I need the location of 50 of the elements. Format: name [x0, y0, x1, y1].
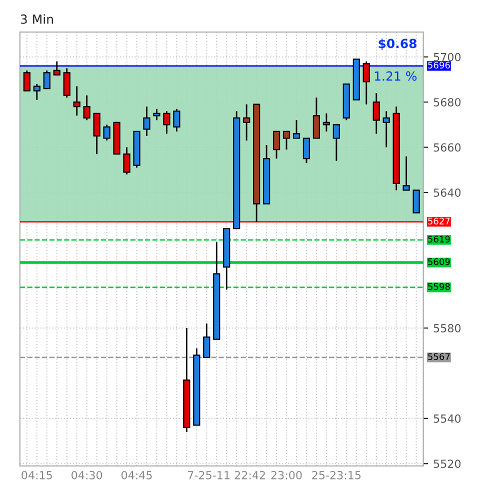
- candlestick: [203, 322, 210, 358]
- candlestick: [412, 190, 420, 214]
- x-tick-label: 04:45: [121, 470, 152, 480]
- candlestick: [243, 104, 250, 142]
- candlestick: [143, 106, 150, 137]
- ref-line-label: 5609: [428, 258, 450, 266]
- candlestick: [103, 124, 110, 142]
- candlestick: [43, 70, 50, 90]
- candlestick: [362, 60, 370, 106]
- candlestick: [282, 130, 290, 150]
- x-tick-label: 7-25-11 22:42: [188, 470, 265, 480]
- candlestick: [153, 108, 160, 121]
- candlestick: [292, 119, 300, 139]
- ref-line-label: 5567: [428, 353, 450, 360]
- candlestick: [322, 112, 330, 132]
- ref-line-label: 5627: [428, 218, 450, 224]
- annotation: $0.68: [378, 38, 416, 50]
- candlestick: [332, 124, 340, 162]
- candlestick: [173, 108, 180, 132]
- x-tick-label: 23:00: [271, 470, 302, 480]
- y-tick-label: 5580: [434, 324, 461, 332]
- ref-line-label: 5619: [428, 236, 450, 243]
- x-tick-label: 04:15: [22, 470, 52, 480]
- candlestick: [302, 138, 310, 164]
- candlestick: [23, 70, 30, 92]
- candlestick: [123, 146, 130, 176]
- x-tick-label: 04:30: [72, 470, 102, 480]
- chart-title: 3 Min: [20, 14, 53, 24]
- y-tick-label: 5660: [434, 143, 461, 152]
- candlestick: [372, 92, 380, 134]
- candlestick: [93, 112, 100, 155]
- candlestick: [272, 130, 280, 160]
- candlestick: [33, 83, 40, 101]
- candlestick: [73, 86, 80, 116]
- candlestick: [312, 96, 320, 139]
- candlestick: [63, 68, 70, 98]
- x-tick-label: 25-23:15: [312, 470, 361, 480]
- y-tick-label: 5680: [434, 98, 461, 106]
- y-tick-label: 5540: [434, 414, 461, 423]
- y-tick-label: 5520: [434, 460, 461, 468]
- candlestick: [382, 110, 390, 148]
- annotation: 1.21 %: [374, 71, 417, 81]
- ref-line-label: 5696: [428, 62, 450, 69]
- y-tick-label: 5700: [434, 52, 461, 62]
- y-tick-label: 5640: [434, 188, 461, 197]
- candlestick: [53, 60, 60, 76]
- candlestick: [163, 110, 170, 134]
- ref-line-label: 5598: [428, 283, 450, 290]
- candlestick: [402, 156, 410, 191]
- candlestick: [83, 94, 90, 121]
